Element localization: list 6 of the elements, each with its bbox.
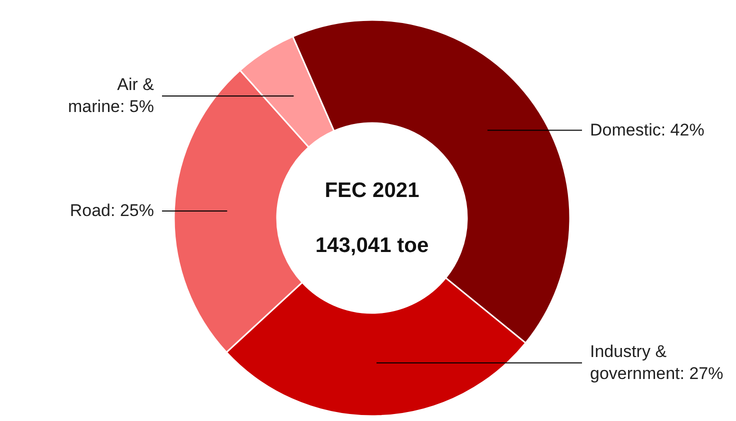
text: FEC 2021 <box>324 179 420 202</box>
slice-label: Domestic: 42% <box>590 120 704 140</box>
slice-label: Industry & government: 27% <box>590 342 724 383</box>
text: 143,041 toe <box>315 234 429 257</box>
slice-label: Road: 25% <box>70 201 154 220</box>
slice-label: Air & marine: 5% <box>68 74 155 116</box>
